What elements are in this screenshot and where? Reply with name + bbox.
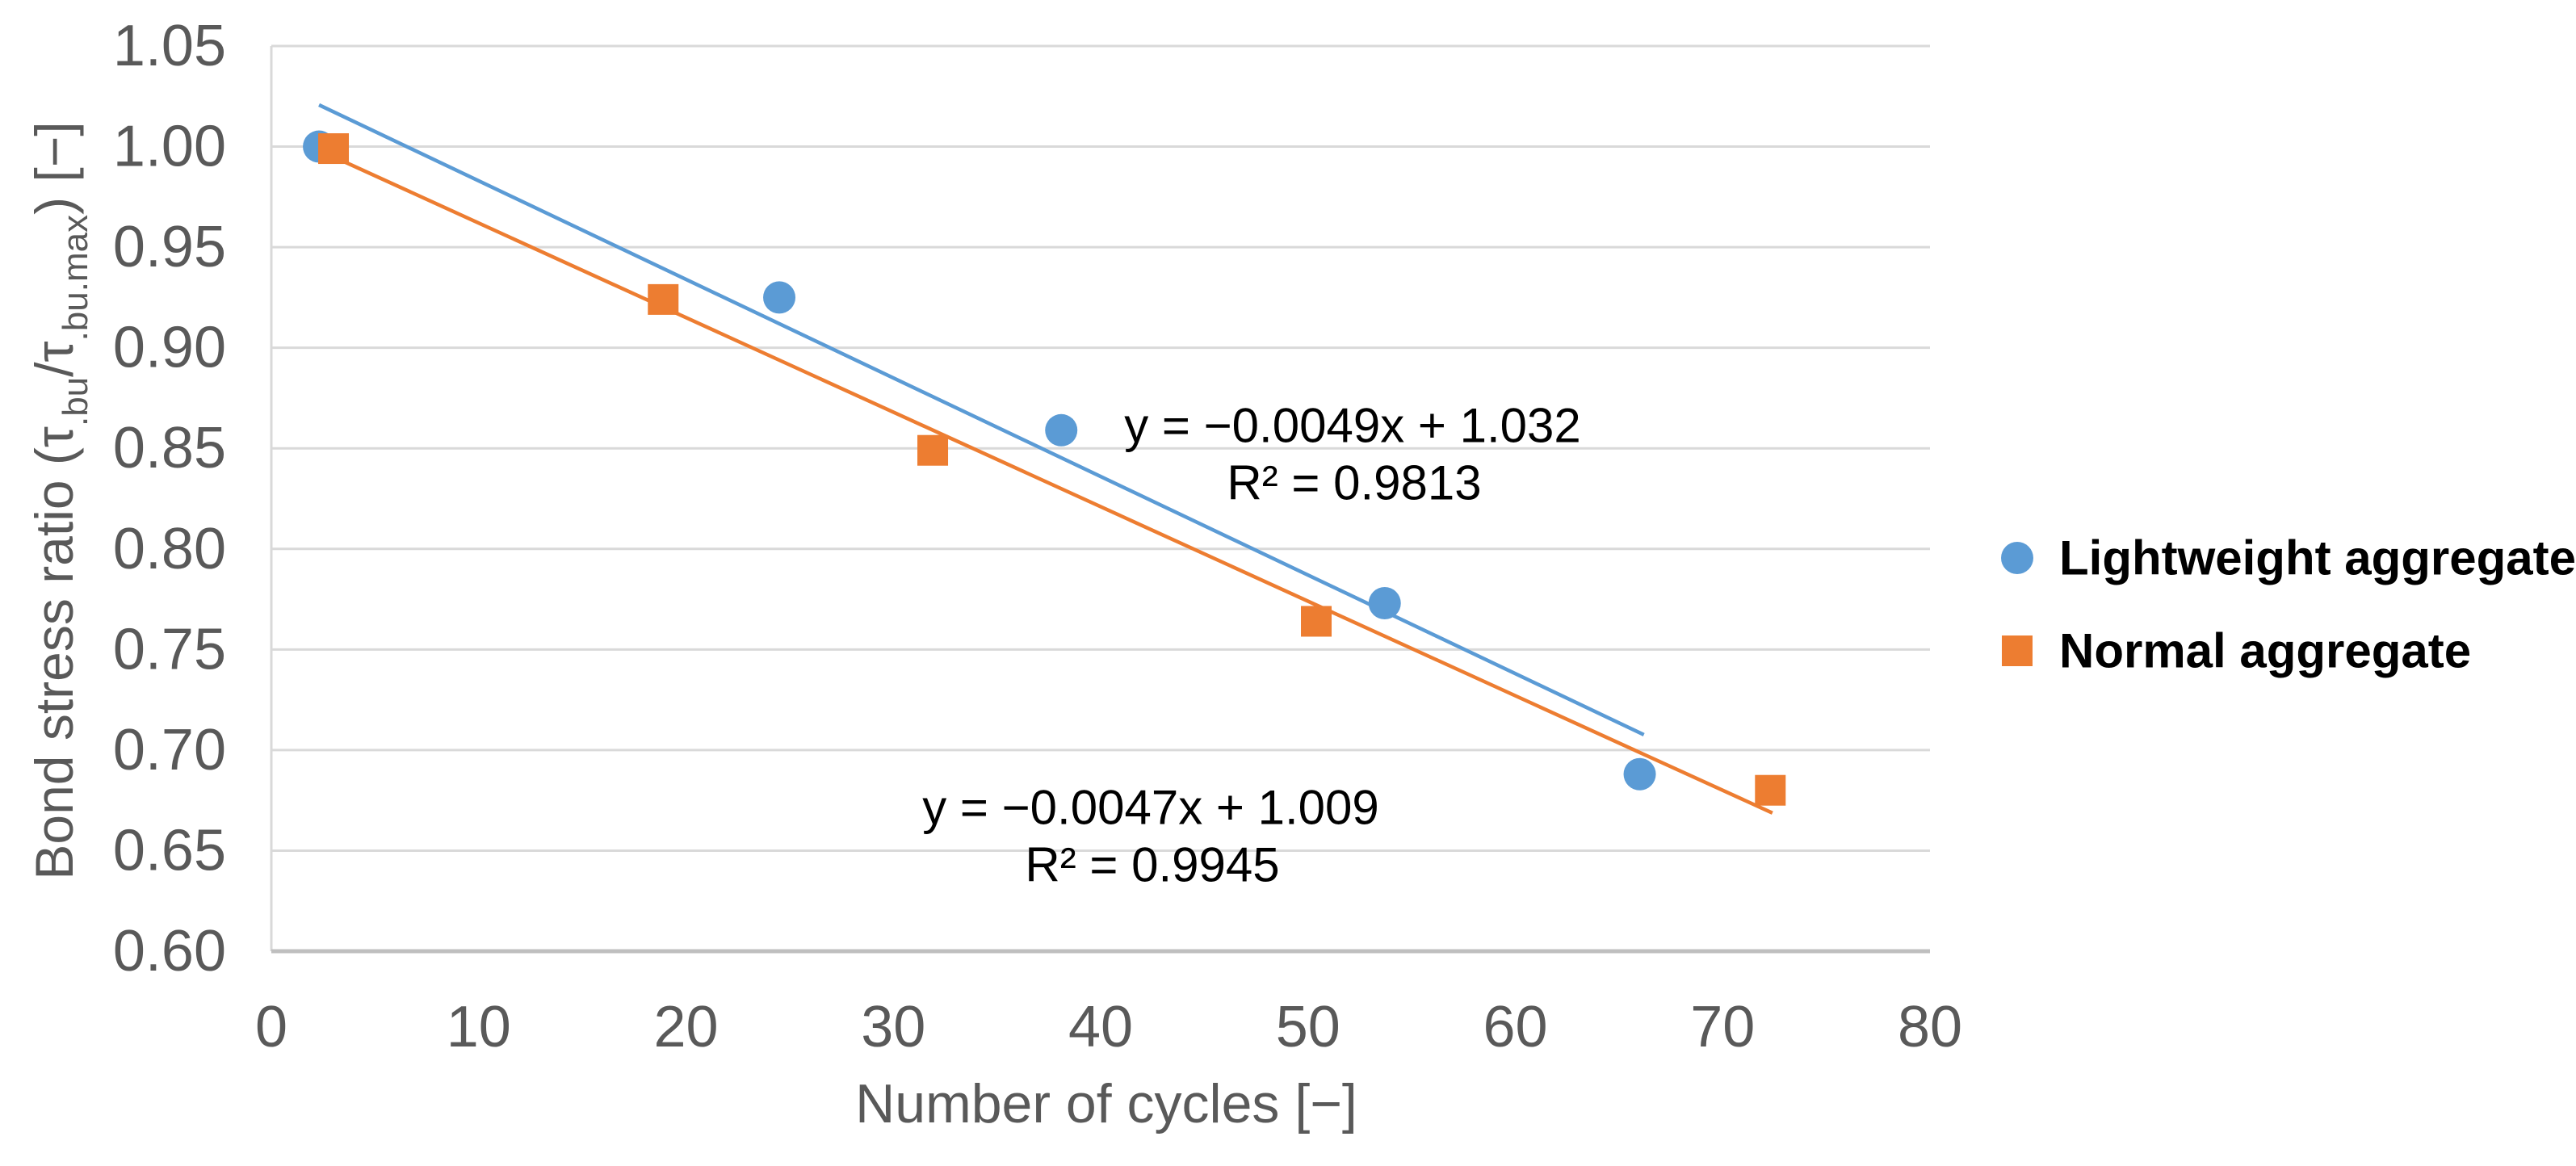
trendlines [318, 103, 1773, 815]
y-axis-title-segment: ) [−] [24, 121, 84, 215]
data-point-normal-aggregate [648, 283, 679, 315]
y-axis-title-subscript: .bu.max [56, 215, 95, 342]
y-tick-label: 0.90 [113, 316, 226, 380]
y-tick-labels: 1.05 1.00 0.95 0.90 0.85 0.80 0.75 0.70 0.65 0.60 [113, 14, 226, 984]
x-tick-label: 80 [1898, 995, 1962, 1059]
legend-marker-normal-aggregate [2002, 635, 2033, 666]
y-tick-label: 0.60 [113, 919, 226, 984]
y-axis-title-segment: /τ [24, 341, 84, 376]
data-point-lightweight-aggregate [1623, 757, 1656, 791]
data-point-normal-aggregate [917, 434, 949, 466]
x-axis-title: Number of cycles [−] [855, 1073, 1357, 1135]
trendline-r2-normal-aggregate: R² = 0.9945 [1025, 838, 1279, 892]
trendline-r2-lightweight-aggregate: R² = 0.9813 [1227, 456, 1481, 510]
trendline-equation-lightweight-aggregate: y = −0.0049x + 1.032 [1124, 399, 1580, 453]
x-tick-label: 50 [1276, 995, 1340, 1059]
data-points [303, 130, 1786, 806]
trendline-normal-aggregate [330, 154, 1773, 815]
y-axis-title: Bond stress ratio (τ.bu/τ.bu.max) [−] [24, 121, 95, 879]
data-point-normal-aggregate [1755, 774, 1786, 806]
data-point-lightweight-aggregate [1045, 413, 1078, 447]
y-tick-label: 0.65 [113, 818, 226, 883]
legend-marker-lightweight-aggregate [2001, 542, 2033, 574]
data-point-normal-aggregate [318, 133, 350, 165]
y-axis-title-subscript: .bu [56, 377, 95, 426]
data-point-normal-aggregate [1301, 606, 1332, 637]
x-tick-label: 10 [447, 995, 511, 1059]
y-tick-label: 0.70 [113, 718, 226, 782]
legend-label-normal-aggregate: Normal aggregate [2059, 624, 2471, 678]
axes [270, 46, 1930, 954]
x-tick-labels: 0 10 20 30 40 50 60 70 80 [255, 995, 1962, 1059]
x-tick-label: 30 [861, 995, 925, 1059]
x-tick-label: 60 [1483, 995, 1547, 1059]
x-tick-label: 70 [1690, 995, 1755, 1059]
y-axis-title-segment: Bond stress ratio (τ [24, 426, 84, 880]
x-tick-label: 20 [653, 995, 718, 1059]
data-point-lightweight-aggregate [1368, 587, 1401, 620]
y-tick-label: 0.80 [113, 517, 226, 581]
x-tick-label: 0 [255, 995, 287, 1059]
y-tick-label: 0.95 [113, 215, 226, 279]
y-tick-label: 0.85 [113, 416, 226, 480]
trendline-lightweight-aggregate [318, 103, 1645, 736]
y-tick-label: 1.05 [113, 14, 226, 78]
trendline-equation-normal-aggregate: y = −0.0047x + 1.009 [922, 781, 1378, 835]
legend: Lightweight aggregate Normal aggregate [2001, 531, 2576, 678]
y-tick-label: 1.00 [113, 115, 226, 179]
legend-label-lightweight-aggregate: Lightweight aggregate [2059, 531, 2576, 585]
data-point-lightweight-aggregate [763, 281, 796, 314]
y-tick-label: 0.75 [113, 617, 226, 682]
x-tick-label: 40 [1068, 995, 1133, 1059]
